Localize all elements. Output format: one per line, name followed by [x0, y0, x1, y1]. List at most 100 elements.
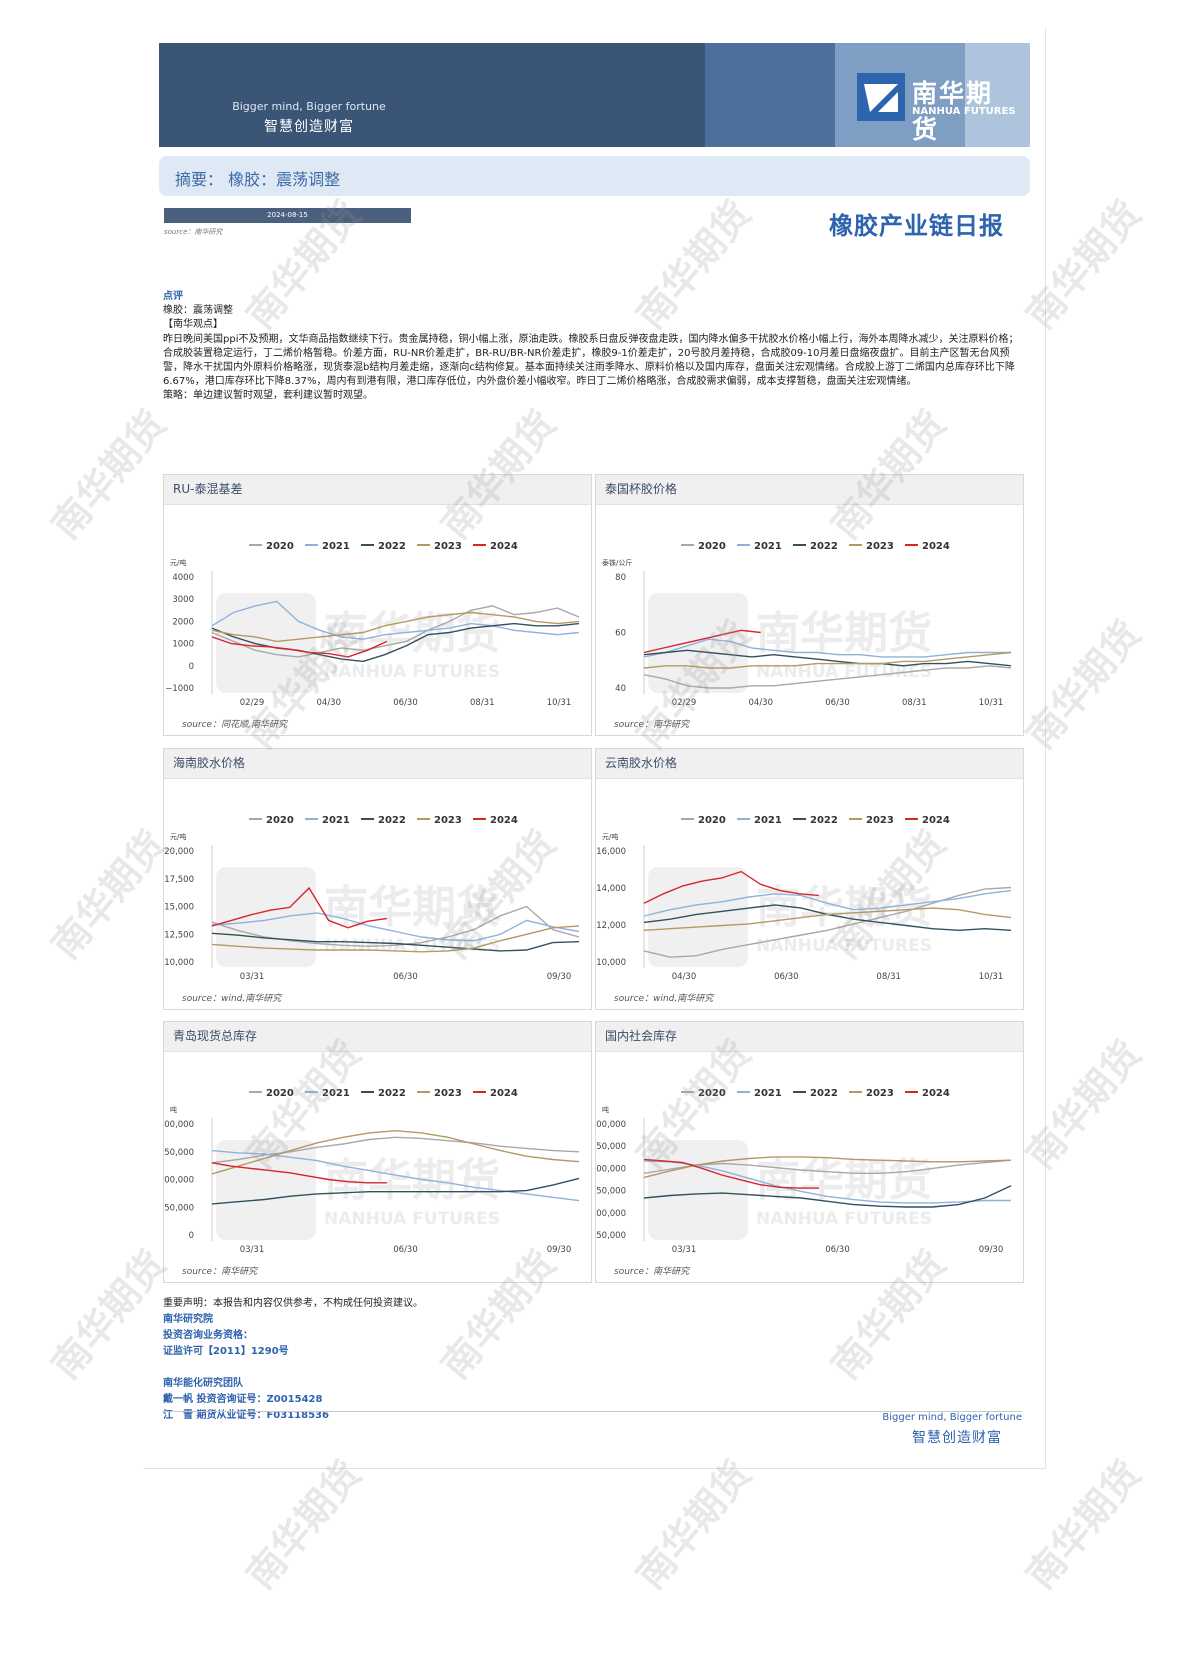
x-tick-label: 06/30 — [774, 972, 799, 982]
y-tick-label: 750,000 — [164, 1148, 194, 1158]
chart-panel: 国内社会库存 南华期货 NANHUA FUTURES 2020 2021 2022 202… — [595, 1021, 1024, 1283]
y-tick-label: 1,000,000 — [596, 1209, 626, 1219]
legend-label: 2022 — [378, 1088, 406, 1099]
y-axis-label: 元/吨 — [170, 832, 186, 841]
summary-text: 摘要： 橡胶：震荡调整 — [175, 170, 341, 189]
x-tick-label: 04/30 — [317, 698, 342, 708]
slogan-en: Bigger mind, Bigger fortune — [232, 100, 386, 113]
y-tick-label: 16,000 — [596, 847, 626, 857]
series-line-2022 — [643, 649, 1012, 667]
x-tick-label: 09/30 — [547, 972, 572, 982]
series-line-2023 — [211, 925, 580, 953]
y-tick-label: 15,000 — [164, 903, 194, 913]
series-line-2024 — [643, 629, 761, 654]
chart-panel: 海南胶水价格 南华期货 NANHUA FUTURES 2020 2021 2022 202… — [163, 748, 592, 1010]
x-tick-label: 09/30 — [979, 1245, 1004, 1255]
y-tick-label: 250,000 — [164, 1203, 194, 1213]
analyst-info: 戴一帆 投资咨询证号：Z0015428 — [163, 1394, 323, 1405]
x-tick-label: 10/31 — [547, 698, 572, 708]
series-line-2021 — [211, 912, 580, 942]
legend-label: 2020 — [266, 815, 294, 826]
chart-panel: RU-泰混基差 南华期货 NANHUA FUTURES 2020 2021 2022 20… — [163, 474, 592, 736]
x-tick-label: 04/30 — [749, 698, 774, 708]
x-tick-label: 09/30 — [547, 1245, 572, 1255]
license-number: 证监许可【2011】1290号 — [163, 1346, 289, 1357]
y-tick-label: 0 — [189, 662, 194, 672]
hainan-latex-chart: 南华期货 NANHUA FUTURES 2020 2021 2022 2023 2024 元/… — [164, 815, 580, 982]
series-line-2020 — [643, 665, 1012, 689]
y-tick-label: 1,750,000 — [596, 1142, 626, 1152]
chart-watermark-text: NANHUA FUTURES — [324, 662, 500, 682]
logo-en: NANHUA FUTURES — [912, 106, 1016, 117]
series-line-2023 — [211, 611, 580, 643]
chart-panel: 泰国杯胶价格 南华期货 NANHUA FUTURES 2020 2021 2022 202… — [595, 474, 1024, 736]
chart-watermark-text: NANHUA FUTURES — [756, 1209, 932, 1229]
chart-source: source：同花顺,南华研究 — [182, 720, 287, 730]
banner-stripe — [705, 43, 835, 147]
legend-label: 2020 — [266, 1088, 294, 1099]
series-line-2024 — [211, 636, 388, 658]
strategy-line: 策略：单边建议暂时观望，套利建议暂时观望。 — [163, 390, 373, 402]
legend-label: 2021 — [322, 1088, 350, 1099]
legend-label: 2022 — [378, 541, 406, 552]
nanhua-logo-icon — [857, 73, 905, 121]
y-axis-label: 元/吨 — [170, 558, 186, 567]
page-watermark: 南华期货 — [1017, 1452, 1150, 1598]
series-line-2024 — [211, 1162, 387, 1184]
series-line-2021 — [643, 889, 1012, 917]
x-tick-label: 06/30 — [825, 1245, 850, 1255]
series-line-2023 — [211, 1129, 580, 1175]
legend-label: 2023 — [866, 815, 894, 826]
legend-label: 2023 — [866, 541, 894, 552]
commentary-line: 【南华观点】 — [163, 319, 223, 331]
legend-label: 2023 — [866, 1088, 894, 1099]
legend-label: 2024 — [922, 815, 950, 826]
y-axis-label: 元/吨 — [602, 832, 618, 841]
y-tick-label: 1000 — [172, 640, 194, 650]
legend-label: 2021 — [322, 815, 350, 826]
chart-title: 国内社会库存 — [596, 1022, 1023, 1052]
legend-label: 2022 — [810, 541, 838, 552]
institute-name: 南华研究院 — [163, 1314, 213, 1325]
y-tick-label: 12,500 — [164, 930, 194, 940]
company-logo: 南华期货 NANHUA FUTURES — [856, 72, 1016, 144]
y-tick-label: 1,500,000 — [596, 1164, 626, 1174]
series-line-2020 — [211, 605, 580, 658]
chart-watermark-text: 南华期货 — [324, 882, 500, 933]
legend-label: 2024 — [922, 1088, 950, 1099]
x-tick-label: 03/31 — [672, 1245, 697, 1255]
series-line-2022 — [211, 1177, 580, 1205]
legend-label: 2023 — [434, 541, 462, 552]
series-line-2021 — [643, 1160, 1011, 1204]
chart-watermark-logo — [648, 1140, 748, 1240]
legend-label: 2020 — [698, 815, 726, 826]
y-tick-label: 4000 — [172, 573, 194, 583]
qingdao-stock-chart: 南华期货 NANHUA FUTURES 2020 2021 2022 2023 2024 吨 1… — [164, 1088, 580, 1255]
legend-label: 2020 — [698, 541, 726, 552]
y-tick-label: 10,000 — [164, 958, 194, 968]
legend-label: 2022 — [810, 1088, 838, 1099]
x-tick-label: 10/31 — [979, 698, 1004, 708]
series-line-2024 — [643, 870, 819, 904]
legend-label: 2024 — [922, 541, 950, 552]
chart-title: 泰国杯胶价格 — [596, 475, 1023, 505]
legend-label: 2024 — [490, 541, 518, 552]
legend-label: 2021 — [754, 541, 782, 552]
page-watermark: 南华期货 — [627, 1452, 760, 1598]
legend-label: 2021 — [754, 815, 782, 826]
x-tick-label: 10/31 — [979, 972, 1004, 982]
y-axis-label: 泰铢/公斤 — [602, 558, 632, 567]
y-tick-label: 0 — [189, 1231, 194, 1241]
chart-panel: 云南胶水价格 南华期货 NANHUA FUTURES 2020 2021 2022 202… — [595, 748, 1024, 1010]
y-tick-label: 750,000 — [596, 1231, 626, 1241]
series-line-2020 — [211, 1136, 580, 1164]
x-tick-label: 02/29 — [240, 698, 265, 708]
thai-cup-chart: 南华期货 NANHUA FUTURES 2020 2021 2022 2023 2024 泰铢… — [602, 541, 1012, 708]
chart-title: RU-泰混基差 — [164, 475, 591, 505]
legend-label: 2023 — [434, 1088, 462, 1099]
logo-name: 南华期货 — [912, 79, 994, 144]
legend-label: 2023 — [434, 815, 462, 826]
series-line-2020 — [643, 886, 1012, 958]
